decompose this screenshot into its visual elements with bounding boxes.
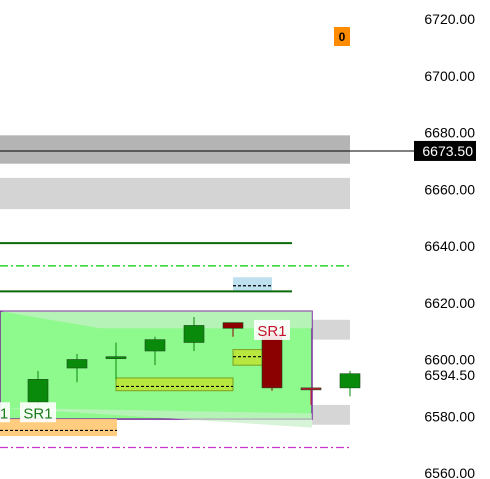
candle-body (105, 356, 127, 359)
y-axis-tick-label: 6620.00 (424, 295, 475, 311)
gray-zone-upper (0, 135, 350, 164)
y-axis-tick-label: 6720.00 (424, 11, 475, 27)
sr-label: SR1 (257, 323, 286, 340)
last-price-tag (414, 140, 476, 161)
candle-body (183, 325, 205, 343)
last-price-tag-label: 6673.50 (422, 143, 473, 159)
candle-body (222, 322, 244, 329)
sr-label-bg (0, 402, 10, 423)
orange-zone (0, 419, 117, 437)
levels-layer (0, 150, 414, 449)
y-axis-tick-label: 6560.00 (424, 465, 475, 479)
y-axis-tick-label: 6640.00 (424, 238, 475, 254)
y-axis-tick-label: 6660.00 (424, 181, 475, 197)
y-axis-tick-label: 6580.00 (424, 408, 475, 424)
candle-body (339, 373, 361, 389)
blue-zone (233, 277, 272, 292)
lime-box (115, 377, 234, 392)
sr-label: 1 (0, 405, 8, 422)
gray-zone-right (312, 319, 350, 340)
y-axis-tick-label: 6680.00 (424, 125, 475, 141)
y-axis-tick-label: 6600.00 (424, 352, 475, 368)
labels-layer: SR1 SR1 1 0 (0, 27, 350, 423)
y-axis-tick-label: 6700.00 (424, 68, 475, 84)
candle-body (144, 339, 166, 352)
candle-body (300, 387, 322, 391)
current-price-label: 6594.50 (424, 367, 475, 383)
sr-label-bg (20, 402, 56, 423)
sr-label: SR1 (23, 405, 52, 422)
sr-label-bg (254, 319, 290, 340)
zones-layer (0, 135, 350, 437)
gray-zone-lower (0, 177, 350, 210)
order-badge[interactable] (334, 27, 350, 46)
candle-body (27, 379, 49, 403)
support-zone-shade-bottom (0, 407, 312, 428)
gray-zone-bottom (312, 404, 350, 425)
candles-layer (27, 316, 361, 411)
price-axis[interactable]: 6720.00 6700.00 6680.00 6660.00 6640.00 6620.… (414, 11, 476, 479)
candle-body (261, 333, 283, 389)
order-badge-label: 0 (339, 30, 346, 44)
candle-body (66, 359, 88, 369)
